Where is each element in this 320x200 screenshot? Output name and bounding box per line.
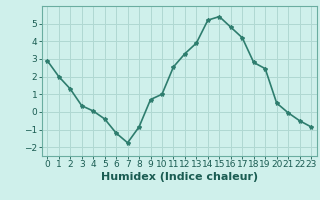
X-axis label: Humidex (Indice chaleur): Humidex (Indice chaleur) (100, 172, 258, 182)
